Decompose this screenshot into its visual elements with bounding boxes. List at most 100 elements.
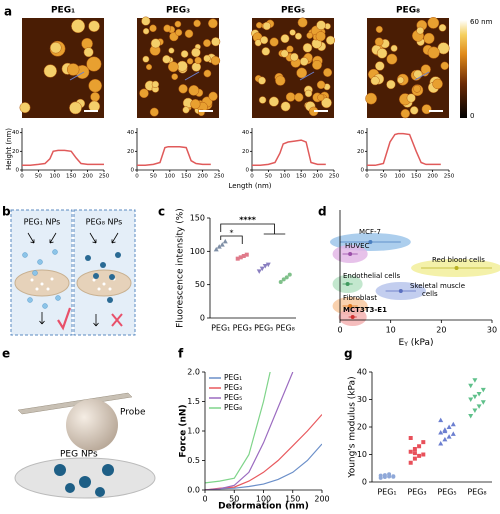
x-tick-label: PEG₁ <box>211 324 230 333</box>
point <box>216 244 222 249</box>
particle <box>438 23 447 32</box>
cell-label: Endothelial cells <box>343 272 400 280</box>
particle <box>312 59 322 70</box>
point <box>222 238 228 244</box>
y-tick-label: 20 <box>12 149 19 155</box>
x-tick-label: 250 <box>444 174 455 180</box>
x-tick-label: PEG₃ <box>233 324 252 333</box>
particle <box>269 37 279 47</box>
particle <box>280 101 291 112</box>
panel-label: e <box>2 347 10 361</box>
particle <box>299 57 309 66</box>
particle <box>285 92 296 102</box>
y-tick-label: 40 <box>12 130 19 136</box>
box-title: PEG₈ NPs <box>86 218 123 227</box>
point <box>421 452 426 457</box>
point <box>281 277 286 282</box>
point <box>480 400 486 405</box>
x-tick-label: 150 <box>296 174 307 180</box>
point <box>278 280 283 284</box>
y-tick-label: 10 <box>357 450 367 459</box>
particle <box>50 41 62 54</box>
point <box>468 383 474 389</box>
particle <box>302 43 313 53</box>
x-tick-label: 30 <box>487 326 497 335</box>
particle <box>280 49 289 58</box>
schematic-b <box>10 209 136 336</box>
colorbar <box>460 20 467 118</box>
point <box>472 394 478 400</box>
x-tick-label: 50 <box>35 174 42 180</box>
x-tick-label: PEG₁ <box>377 488 396 497</box>
legend-label: PEG₈ <box>224 403 242 412</box>
particle <box>180 50 189 58</box>
x-tick-label: 100 <box>256 495 271 504</box>
point <box>408 460 413 465</box>
particle <box>365 92 377 105</box>
y-tick-label: 20 <box>127 149 134 155</box>
x-tick-label: 200 <box>427 174 438 180</box>
particle <box>258 96 267 104</box>
y-tick-label: 0.0 <box>187 486 200 495</box>
force-curve <box>205 414 322 490</box>
y-tick-label: 30 <box>357 395 367 404</box>
particle <box>88 78 102 93</box>
x-tick-label: PEG₅ <box>254 324 273 333</box>
particle <box>90 92 100 102</box>
particle <box>171 73 179 81</box>
particle <box>375 61 385 71</box>
particle <box>316 80 326 90</box>
particle <box>416 26 425 35</box>
particle <box>427 17 440 29</box>
particle <box>88 20 100 32</box>
particle <box>69 101 82 115</box>
x-axis-label: EY (kPa) <box>399 338 434 348</box>
particle <box>421 104 432 115</box>
x-tick-label: 0 <box>250 174 254 180</box>
particle <box>306 32 314 39</box>
panel-label: b <box>2 205 11 219</box>
particle <box>406 93 416 103</box>
annotation: **** <box>239 216 257 225</box>
particle <box>168 47 175 54</box>
particle <box>413 84 421 93</box>
particle <box>167 61 179 73</box>
particle <box>321 97 332 109</box>
particle <box>370 76 380 86</box>
x-tick-label: 100 <box>395 174 406 180</box>
cell-label: Fibroblast <box>343 294 377 302</box>
panel-label: d <box>318 205 327 219</box>
point <box>287 272 292 277</box>
particle <box>289 29 296 36</box>
point <box>235 256 240 261</box>
point <box>421 440 426 445</box>
particle <box>190 99 201 110</box>
point <box>446 424 452 429</box>
particle <box>261 47 271 56</box>
x-axis-label-main: E <box>399 338 405 348</box>
particle <box>390 44 398 52</box>
afm-image <box>19 18 104 118</box>
particle <box>178 84 188 94</box>
x-tick-label: PEG₈ <box>276 324 295 333</box>
particle <box>149 107 159 117</box>
particle <box>440 61 449 70</box>
particle <box>188 85 200 96</box>
particle <box>194 56 202 65</box>
y-tick-label: 100 <box>190 247 205 256</box>
particle <box>397 76 405 84</box>
particle <box>315 31 326 42</box>
cell-label-line: Skeletal muscle <box>410 282 465 290</box>
y-tick-label: 0 <box>246 168 250 174</box>
point <box>438 417 444 423</box>
particle <box>142 27 150 35</box>
point <box>408 436 413 440</box>
cell-label: MCF-7 <box>359 228 381 236</box>
point <box>387 472 392 477</box>
force-curve <box>205 372 294 490</box>
point <box>408 449 413 454</box>
point <box>442 428 448 434</box>
cell-label-line: cells <box>422 290 438 298</box>
schematic-e <box>14 392 156 499</box>
point <box>476 404 482 409</box>
